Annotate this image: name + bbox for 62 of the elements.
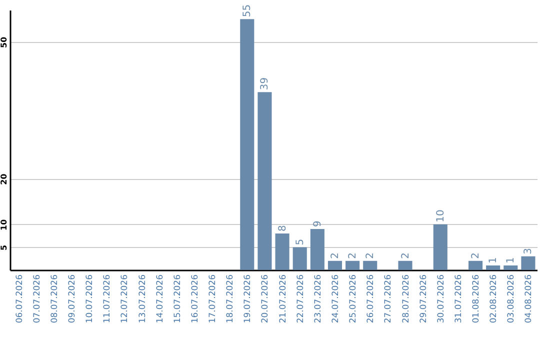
bar [468, 260, 483, 270]
x-tick-label: 26.07.2026 [366, 274, 376, 324]
bar [240, 19, 254, 270]
data-label: 2 [400, 252, 412, 259]
x-tick-label: 09.07.2026 [67, 274, 78, 324]
x-tick-label: 31.07.2026 [454, 274, 464, 324]
x-tick-label: 27.07.2026 [384, 274, 394, 324]
x-tick-label: 17.07.2026 [208, 274, 218, 324]
bar [292, 247, 307, 270]
x-tick-label: 12.07.2026 [120, 274, 130, 324]
x-tick-label: 15.07.2026 [172, 274, 183, 324]
x-tick-label: 08.07.2026 [50, 274, 60, 324]
x-tick-label: 10.07.2026 [85, 274, 96, 324]
x-tick-label: 20.07.2026 [260, 274, 271, 324]
data-label: 2 [470, 252, 482, 259]
x-tick-label: 02.08.2026 [489, 274, 500, 324]
x-tick-label: 13.07.2026 [138, 274, 148, 324]
bar [310, 228, 324, 270]
x-tick-label: 23.07.2026 [313, 274, 324, 324]
bar [328, 260, 342, 270]
data-label: 9 [312, 220, 324, 227]
bar [521, 256, 536, 270]
x-tick-label: 01.08.2026 [472, 274, 482, 324]
x-tick-label: 22.07.2026 [296, 274, 306, 324]
data-label: 1 [488, 257, 500, 264]
bar [504, 265, 518, 270]
y-tick-label: 10 [0, 218, 8, 230]
x-tick-label: 19.07.2026 [243, 274, 254, 324]
x-tick-label: 11.07.2026 [102, 274, 113, 324]
data-label: 10 [435, 210, 446, 222]
data-label: 39 [260, 77, 271, 90]
data-label: 8 [277, 225, 288, 232]
bar [363, 260, 378, 270]
x-tick-label: 16.07.2026 [190, 274, 200, 324]
bar [486, 265, 500, 270]
x-tick-label: 14.07.2026 [155, 274, 166, 324]
x-tick-label: 30.07.2026 [436, 274, 446, 324]
data-label: 5 [294, 238, 306, 246]
bar [258, 92, 272, 270]
x-tick-label: 04.08.2026 [524, 274, 534, 324]
x-tick-label: 18.07.2026 [226, 274, 236, 324]
data-label: 2 [330, 252, 341, 259]
y-tick-label: 50 [0, 36, 8, 48]
x-tick-label: 29.07.2026 [418, 274, 429, 324]
x-tick-label: 25.07.2026 [348, 274, 359, 324]
data-label: 2 [348, 252, 359, 259]
x-tick-label: 21.07.2026 [278, 274, 288, 324]
bar [275, 234, 290, 270]
x-tick-label: 24.07.2026 [330, 274, 341, 324]
bar [398, 260, 412, 270]
y-tick-label: 20 [0, 173, 8, 185]
bar [433, 224, 448, 270]
data-label: 1 [506, 257, 517, 264]
data-label: 3 [523, 248, 534, 254]
bar [346, 260, 360, 270]
x-tick-label: 03.08.2026 [506, 274, 517, 324]
data-label: 2 [365, 252, 376, 259]
x-tick-label: 28.07.2026 [401, 274, 412, 324]
x-tick-label: 07.07.2026 [32, 274, 42, 324]
y-tick-label: 5 [0, 244, 8, 250]
x-tick-label: 06.07.2026 [14, 274, 25, 324]
data-label: 55 [242, 4, 254, 18]
